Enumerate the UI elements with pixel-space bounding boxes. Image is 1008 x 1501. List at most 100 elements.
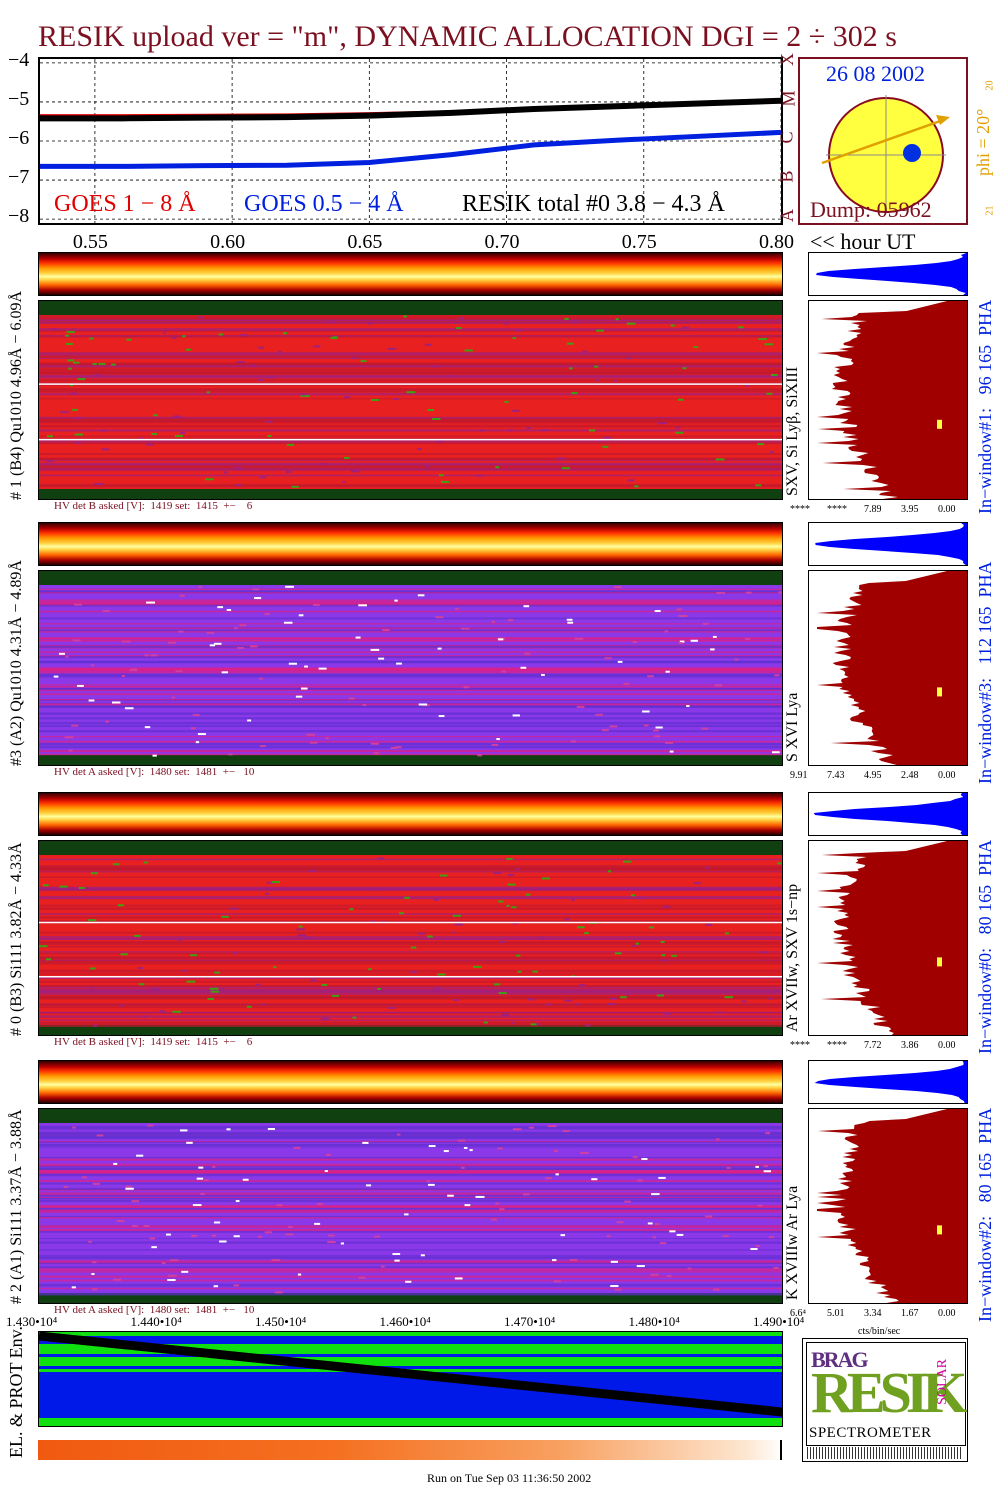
panel-texture-dot bbox=[93, 374, 102, 377]
panel-texture-row bbox=[39, 865, 782, 868]
panel-texture-dot bbox=[778, 591, 782, 594]
panel-texture-dot bbox=[92, 1182, 100, 1185]
panel-texture-dot bbox=[72, 408, 79, 411]
panel-texture-dot bbox=[223, 471, 228, 474]
panel-texture-dot bbox=[704, 866, 710, 869]
pha-main-svg bbox=[817, 841, 967, 1035]
panel-texture-dot bbox=[390, 746, 397, 749]
lc-x-tick: 0.80 bbox=[759, 231, 794, 253]
panel-bottom-band bbox=[39, 1293, 782, 1303]
pha-main-svg bbox=[817, 1109, 967, 1303]
panel-texture-dot bbox=[447, 1194, 454, 1197]
panel-texture-dot bbox=[475, 474, 484, 477]
panel-texture-dot bbox=[562, 1130, 570, 1133]
panel-texture-dot bbox=[585, 1024, 591, 1027]
panel-0-pha-ticks: **** **** 7.89 3.95 0.00 bbox=[790, 504, 980, 518]
panel-texture-dot bbox=[69, 384, 74, 387]
panel-texture-dot bbox=[266, 881, 276, 884]
panel-texture-dot bbox=[326, 1153, 332, 1156]
panel-texture-dot bbox=[72, 1126, 76, 1129]
panel-texture-dot bbox=[657, 422, 667, 425]
panel-texture-dot bbox=[613, 379, 618, 382]
panel-texture-row bbox=[39, 1215, 782, 1218]
panel-texture-dot bbox=[182, 335, 186, 338]
panel-texture-dot bbox=[89, 967, 96, 970]
panel-1-pha-main bbox=[808, 570, 968, 766]
panel-texture-row bbox=[39, 976, 782, 980]
panel-texture-dot bbox=[71, 1286, 76, 1289]
pha-top-svg bbox=[816, 253, 967, 295]
panel-texture-dot bbox=[65, 342, 73, 345]
panel-texture-dot bbox=[178, 630, 184, 633]
panel-texture-dot bbox=[264, 613, 270, 616]
panel-texture-dot bbox=[259, 476, 266, 479]
panel-texture-dot bbox=[291, 485, 299, 488]
panel-texture-row bbox=[39, 592, 782, 594]
panel-texture-dot bbox=[427, 935, 433, 938]
panel-texture-dot bbox=[308, 869, 316, 872]
panel-texture-dot bbox=[276, 1204, 283, 1207]
panel-texture-dot bbox=[440, 480, 450, 483]
panel-texture-row bbox=[39, 335, 782, 338]
panel-texture-dot bbox=[235, 484, 242, 487]
panel-texture-dot bbox=[472, 965, 482, 968]
panel-texture-dot bbox=[682, 326, 689, 329]
panel-texture-dot bbox=[759, 951, 769, 954]
panel-texture-dot bbox=[580, 1151, 589, 1154]
panel-texture-dot bbox=[435, 616, 444, 619]
env-plot bbox=[39, 1332, 782, 1426]
panel-texture-dot bbox=[72, 639, 81, 642]
panel-texture-row bbox=[39, 703, 782, 706]
logo-brag: BRAG bbox=[811, 1347, 869, 1372]
panel-texture-dot bbox=[655, 726, 663, 729]
sun-disk bbox=[821, 95, 950, 213]
panel-texture-dot bbox=[233, 1235, 240, 1238]
panel-texture-row bbox=[39, 483, 782, 487]
panel-texture-dot bbox=[195, 741, 200, 744]
panel-texture-dot bbox=[372, 888, 382, 891]
panel-texture-dot bbox=[144, 726, 151, 729]
panel-texture-row bbox=[39, 374, 782, 378]
panel-texture-dot bbox=[143, 1224, 150, 1227]
env-panel bbox=[38, 1331, 783, 1427]
panel-texture-dot bbox=[348, 697, 355, 700]
panel-texture-row bbox=[39, 876, 782, 878]
panel-texture-dot bbox=[370, 398, 380, 401]
panel-1-pha-top bbox=[808, 522, 968, 566]
panel-texture-dot bbox=[197, 733, 206, 736]
panel-texture-dot bbox=[392, 1253, 401, 1256]
panel-texture-dot bbox=[679, 640, 685, 643]
panel-texture-dot bbox=[373, 752, 380, 755]
panel-texture-dot bbox=[137, 967, 144, 970]
date-label: 26 08 2002 bbox=[826, 61, 925, 86]
panel-texture-dot bbox=[461, 627, 470, 630]
panel-texture-dot bbox=[702, 622, 709, 625]
panel-texture-dot bbox=[119, 1004, 124, 1007]
panel-3-pha-top bbox=[808, 1060, 968, 1104]
pha-tick: 3.34 bbox=[864, 1308, 882, 1319]
panel-texture-dot bbox=[204, 1179, 209, 1182]
panel-texture-row bbox=[39, 1141, 782, 1144]
panel-texture-dot bbox=[678, 614, 688, 617]
panel-texture-dot bbox=[191, 1234, 198, 1237]
panel-texture-dot bbox=[676, 608, 682, 611]
panel-texture-dot bbox=[561, 467, 570, 470]
panel-texture-dot bbox=[757, 1204, 763, 1207]
panel-texture-row bbox=[39, 368, 782, 371]
panel-texture-row bbox=[39, 959, 782, 961]
panel-texture-dot bbox=[511, 906, 517, 909]
panel-texture-dot bbox=[278, 350, 282, 353]
panel-texture-dot bbox=[452, 914, 461, 917]
panel-texture-dot bbox=[504, 322, 509, 325]
panel-texture-dot bbox=[433, 987, 442, 990]
legend-goes-long: GOES 1 − 8 Å bbox=[54, 191, 196, 217]
panel-texture-row bbox=[39, 357, 782, 359]
panel-texture-dot bbox=[464, 1204, 471, 1207]
panel-texture-dot bbox=[551, 1259, 557, 1262]
panel-texture-row bbox=[39, 317, 782, 319]
panel-texture-dot bbox=[623, 682, 630, 685]
pha-main-shape bbox=[817, 301, 967, 499]
panel-0-pha-main bbox=[808, 300, 968, 500]
panel-texture-dot bbox=[496, 738, 500, 741]
panel-texture-row bbox=[39, 1156, 782, 1159]
